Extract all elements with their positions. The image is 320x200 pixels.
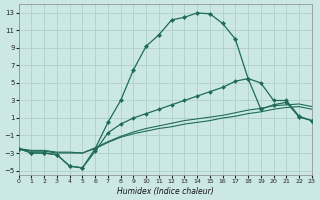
X-axis label: Humidex (Indice chaleur): Humidex (Indice chaleur) [117,187,214,196]
